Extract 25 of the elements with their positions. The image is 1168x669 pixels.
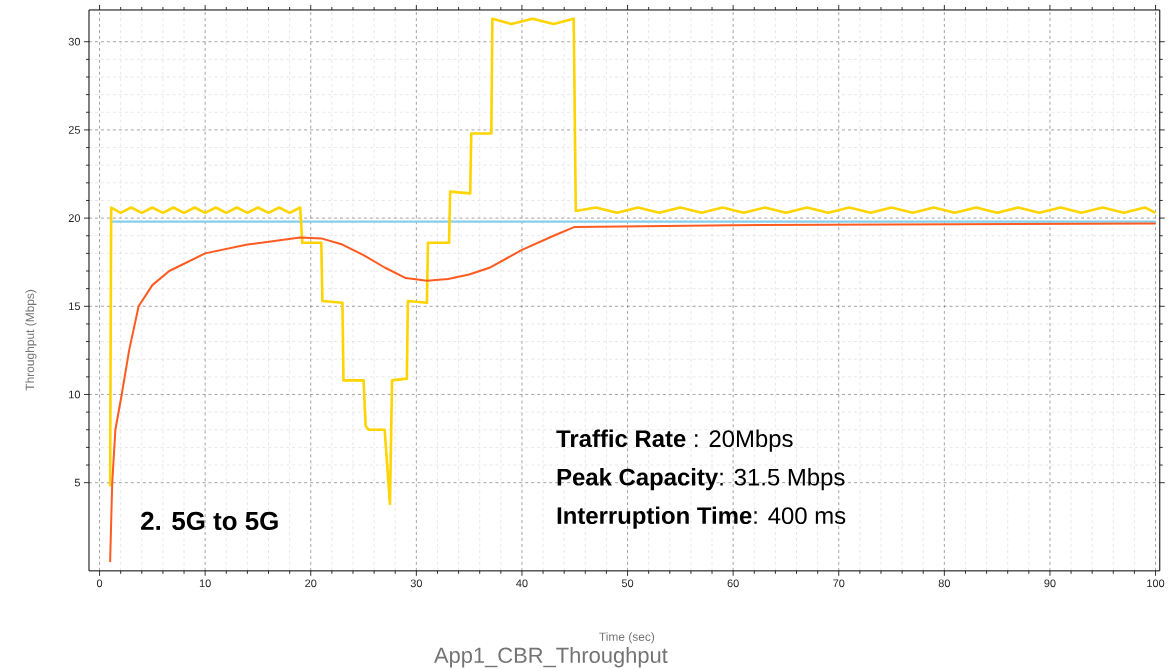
- y-tick-label: 10: [69, 390, 81, 399]
- x-tick-label: 60: [727, 579, 739, 588]
- x-tick-label: 70: [833, 579, 845, 588]
- y-tick-label: 5: [74, 478, 81, 487]
- annotation: Traffic Rate : 20Mbps: [556, 429, 793, 452]
- y-tick-label: 15: [69, 302, 80, 311]
- y-tick-label: 20: [68, 214, 81, 223]
- x-tick-label: 90: [1044, 579, 1056, 588]
- x-tick-label: 20: [305, 579, 317, 588]
- y-axis-title: Throughput (Mbps): [25, 289, 37, 391]
- x-tick-label: 0: [96, 579, 103, 588]
- annotation: 2. 5G to 5G: [141, 511, 278, 531]
- text: App1_CBR_Throughput: [434, 647, 668, 668]
- y-tick-label: 25: [68, 126, 80, 134]
- x-tick-label: 30: [410, 579, 422, 588]
- line-series: [108, 17, 1157, 506]
- x-tick-label: 80: [938, 579, 950, 588]
- y-tick-label: 30: [68, 37, 81, 46]
- x-tick-label: 100: [1147, 579, 1165, 588]
- x-axis-title: Time (sec): [599, 632, 655, 644]
- x-tick-label: 40: [516, 579, 528, 588]
- x-tick-label: 10: [199, 579, 211, 588]
- annotation: Peak Capacity: 31.5 Mbps: [557, 468, 845, 491]
- x-tick-label: 50: [621, 579, 634, 588]
- annotation: Interruption Time: 400 ms: [557, 506, 846, 529]
